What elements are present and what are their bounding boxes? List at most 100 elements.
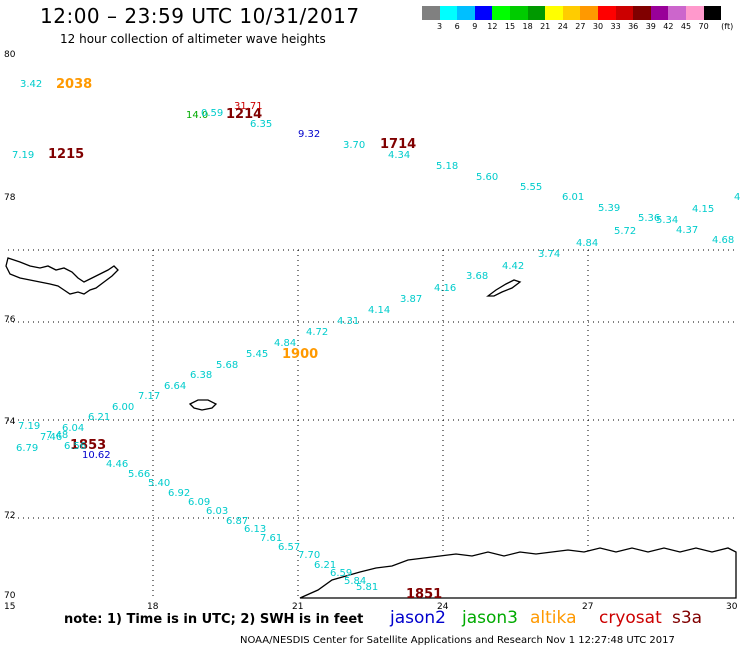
- bear-island-coast: [188, 399, 218, 411]
- swh-value-label: 4.42: [502, 261, 524, 272]
- latitude-label: 80: [4, 50, 16, 60]
- wave-height-labels: 2038 1214 1215 1714 1900 1853 1851 3.42 14.00.59…: [12, 77, 740, 602]
- swh-value-label: 5.72: [614, 226, 636, 237]
- pass-time-label: 1851: [406, 587, 442, 602]
- swh-value-label: 3.42: [20, 79, 42, 90]
- scale-label: 15: [504, 22, 516, 31]
- coastlines: [5, 257, 737, 599]
- scale-label: 18: [522, 22, 533, 31]
- swh-value-label: 3.74: [538, 249, 560, 260]
- swh-value-label: 31.71: [234, 101, 263, 112]
- longitude-label: 30: [726, 602, 738, 612]
- longitude-label: 18: [147, 602, 159, 612]
- scale-swatch: [474, 6, 493, 20]
- swh-value-label: 10.62: [82, 450, 111, 461]
- scale-label: 21: [540, 22, 551, 31]
- scale-label: 33: [610, 22, 621, 31]
- legend-jason2: jason2: [390, 608, 446, 628]
- legend-cryosat: cryosat: [599, 608, 662, 628]
- swh-value-label: 4.84: [274, 338, 296, 349]
- scale-label: 36: [628, 22, 639, 31]
- scale-label: 3: [437, 22, 443, 31]
- swh-value-label: 7.19: [12, 150, 34, 161]
- latitude-label: 76: [4, 315, 16, 325]
- swh-value-label: 5.18: [436, 161, 458, 172]
- pass-time-label: 1215: [48, 147, 84, 162]
- graticule: [8, 249, 736, 598]
- swh-value-label: 6.92: [168, 488, 190, 499]
- scale-swatch: [527, 6, 546, 20]
- swh-value-label: 6.38: [190, 370, 212, 381]
- pass-time-label: 2038: [56, 77, 92, 92]
- swh-value-label: 7.19: [18, 421, 40, 432]
- hopen-coast: [486, 279, 522, 297]
- scale-swatch: [422, 6, 440, 20]
- latitude-label: 70: [4, 591, 16, 601]
- swh-value-label: 6.00: [112, 402, 134, 413]
- scale-swatch: [650, 6, 669, 20]
- latitude-label: 78: [4, 193, 16, 203]
- scale-swatch: [685, 6, 704, 20]
- scale-swatch: [492, 6, 510, 20]
- scale-label: 27: [575, 22, 586, 31]
- scale-swatch: [562, 6, 581, 20]
- swh-value-label: 0.59: [201, 108, 223, 119]
- legend-jason3: jason3: [462, 608, 518, 628]
- swh-value-label: 6.01: [562, 192, 584, 203]
- swh-value-label: 6.57: [278, 542, 300, 553]
- scale-label: 39: [645, 22, 656, 31]
- swh-value-label: 5.36: [638, 213, 660, 224]
- longitude-label: 21: [292, 602, 303, 612]
- swh-value-label: 4.31: [337, 316, 359, 327]
- swh-value-label: 7.48: [46, 430, 68, 441]
- swh-value-label: 5.39: [598, 203, 620, 214]
- swh-value-label: 6.87: [226, 516, 248, 527]
- swh-value-label: 6.56: [64, 441, 86, 452]
- swh-value-label: 4.16: [434, 283, 456, 294]
- swh-value-label: 5.81: [356, 582, 378, 593]
- wave-height-color-scale: [422, 6, 722, 20]
- scale-label: 12: [487, 22, 498, 31]
- swh-value-label: 5.66: [128, 469, 150, 480]
- longitude-label: 27: [582, 602, 593, 612]
- latitude-label: 72: [4, 511, 15, 521]
- scale-label: 70: [698, 22, 709, 31]
- scale-label: (ft): [721, 22, 734, 31]
- norway-coast: [299, 547, 737, 599]
- swh-value-label: 4.72: [306, 327, 328, 338]
- swh-value-label: 6.59: [330, 568, 352, 579]
- swh-value-label: 6.13: [244, 524, 266, 535]
- swh-value-label: 6.03: [206, 506, 228, 517]
- legend-s3a: s3a: [672, 608, 703, 628]
- scale-label: 42: [663, 22, 674, 31]
- swh-value-label: 7.70: [298, 550, 320, 561]
- swh-value-label: 6.09: [188, 497, 210, 508]
- swh-value-label: 7.46: [40, 432, 62, 443]
- swh-value-label: 6.21: [88, 412, 110, 423]
- swh-value-label: 6.79: [16, 443, 38, 454]
- swh-value-label: 4.37: [676, 225, 698, 236]
- scale-swatch: [457, 6, 475, 20]
- credit-line: NOAA/NESDIS Center for Satellite Applica…: [240, 635, 675, 646]
- swh-value-label: 5.68: [216, 360, 238, 371]
- scale-swatch: [633, 6, 651, 20]
- swh-value-label: 4.14: [368, 305, 390, 316]
- swh-value-label: 4.84: [576, 238, 598, 249]
- scale-swatch: [597, 6, 616, 20]
- swh-value-label: 4.68: [712, 235, 734, 246]
- latitude-label: 74: [4, 417, 16, 427]
- scale-swatch: [545, 6, 563, 20]
- scale-swatch: [580, 6, 598, 20]
- pass-time-label: 1853: [70, 438, 106, 453]
- swh-value-label: 3.68: [466, 271, 488, 282]
- swh-value-label: 5.34: [656, 215, 678, 226]
- scale-label: 30: [592, 22, 604, 31]
- swh-value-label: 9.32: [298, 129, 320, 140]
- swh-value-label: 6.21: [314, 560, 336, 571]
- pass-time-label: 1714: [380, 137, 416, 152]
- scale-swatch: [703, 6, 722, 20]
- swh-value-label: 4.15: [692, 204, 714, 215]
